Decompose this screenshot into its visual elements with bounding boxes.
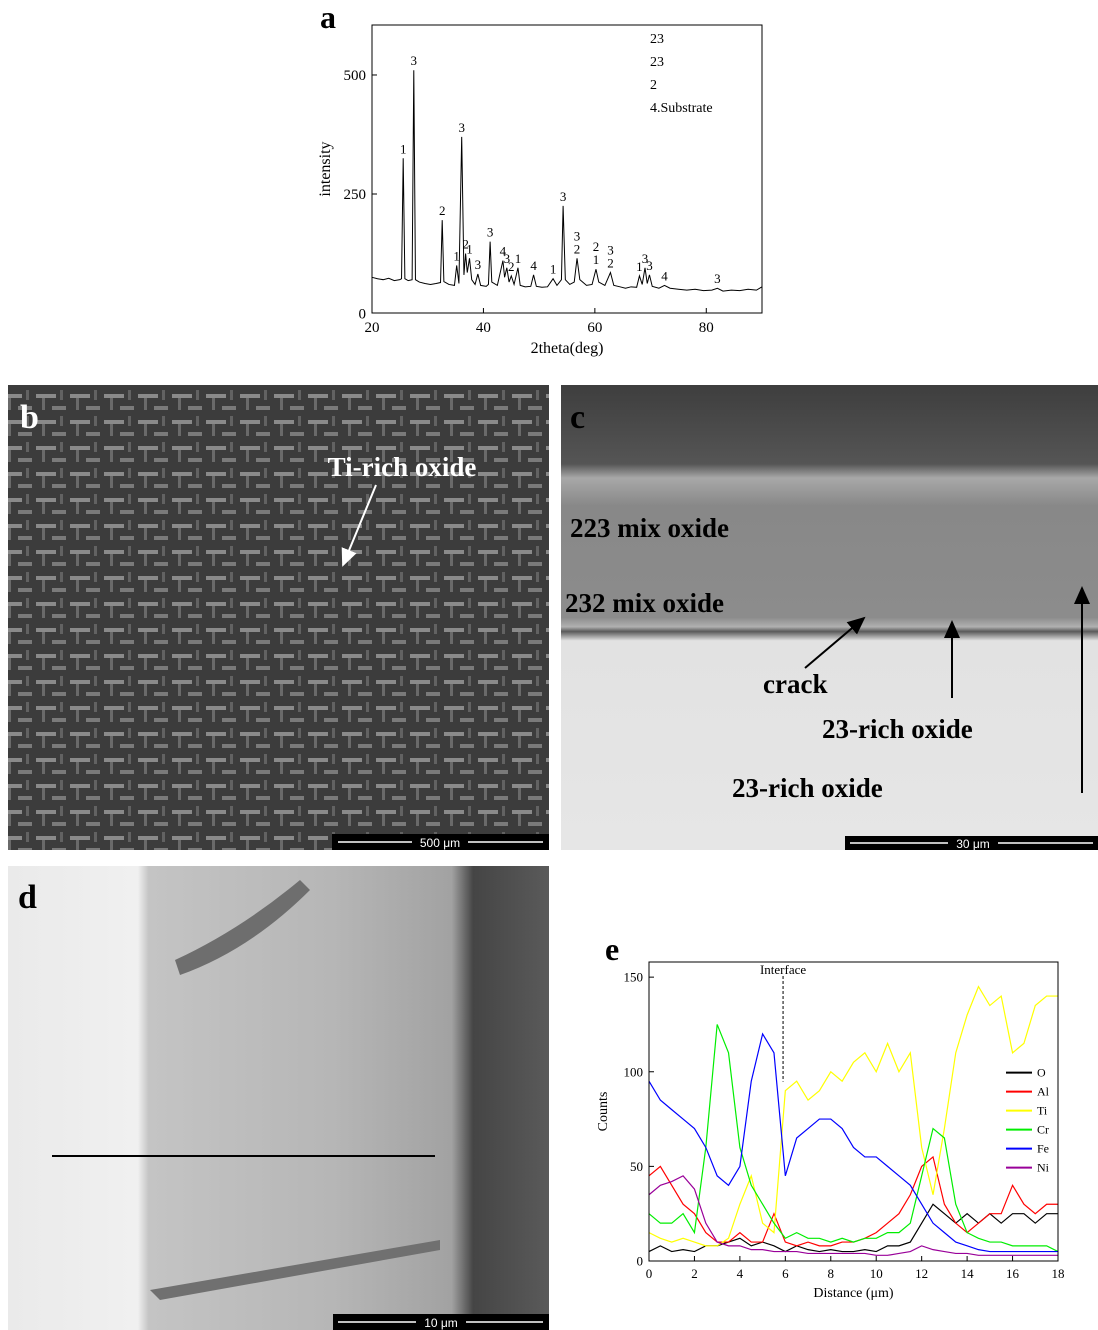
- annotation: crack: [763, 669, 827, 699]
- peak-label: 4: [500, 244, 507, 259]
- y-axis-label: Counts: [596, 1092, 611, 1132]
- scale-bg: [416, 1315, 466, 1329]
- peak-label: 2: [462, 236, 469, 251]
- peak-label: 4: [661, 268, 668, 283]
- y-tick-label: 0: [637, 1254, 644, 1269]
- data-line: [648, 985, 1058, 1247]
- arrow: [804, 616, 866, 669]
- legend-label: Ti: [1037, 1104, 1048, 1118]
- plot-frame: [648, 961, 1059, 1262]
- legend-label: Al: [1037, 1085, 1050, 1099]
- x-tick-label: 18: [1052, 1266, 1065, 1281]
- peak-label: 1: [593, 252, 600, 267]
- scale-bg: [412, 835, 468, 849]
- y-axis-label: intensity: [317, 141, 334, 196]
- panel-label: a: [320, 0, 336, 35]
- peak-label: 1: [550, 262, 557, 277]
- peak-label: 1: [515, 251, 522, 266]
- arrow: [341, 484, 377, 567]
- annotation: 23-rich oxide: [822, 714, 973, 744]
- x-tick-label: 40: [476, 320, 491, 336]
- y-tick-label: 250: [344, 187, 367, 203]
- sem-image-b: [8, 385, 549, 850]
- x-tick-label: 2: [691, 1266, 698, 1281]
- x-tick-label: 4: [737, 1266, 744, 1281]
- key-entry: 23: [650, 32, 664, 47]
- y-tick-label: 0: [359, 306, 367, 322]
- scale-text: 10 μm: [424, 1316, 458, 1330]
- data-line: [648, 1203, 1058, 1253]
- peak-label: 1: [453, 248, 460, 263]
- peak-label: 2: [508, 259, 515, 274]
- peak-label: 2: [574, 241, 581, 256]
- peak-label: 3: [487, 225, 494, 240]
- data-line: [648, 1024, 1059, 1253]
- peak-label: 3: [607, 243, 614, 258]
- peak-label: 2: [439, 203, 446, 218]
- scale-text: 500 μm: [420, 836, 460, 850]
- peak-label: 1: [466, 241, 473, 256]
- x-tick-label: 16: [1006, 1266, 1020, 1281]
- x-tick-label: 20: [365, 320, 380, 336]
- plot-frame: [371, 24, 763, 314]
- peak-label: 3: [646, 258, 653, 273]
- panel-label: c: [570, 399, 585, 436]
- peak-label: 3: [475, 257, 482, 272]
- annotation: 223 mix oxide: [570, 513, 729, 543]
- annotation: Ti-rich oxide: [328, 452, 477, 482]
- data-line: [371, 70, 763, 292]
- panel-label: b: [20, 399, 39, 436]
- x-tick-label: 10: [870, 1266, 883, 1281]
- y-tick-label: 50: [630, 1159, 643, 1174]
- annotation: Interface: [760, 962, 806, 977]
- peak-label: 3: [574, 228, 581, 243]
- peak-label: 3: [504, 251, 511, 266]
- sem-image-d: [8, 866, 549, 1330]
- peak-label: 2: [593, 239, 600, 254]
- x-tick-label: 60: [587, 320, 602, 336]
- peak-label: 1: [636, 259, 643, 274]
- x-tick-label: 14: [961, 1266, 975, 1281]
- peak-label: 3: [411, 53, 418, 68]
- annotation: 23-rich oxide: [732, 773, 883, 803]
- scale-text: 30 μm: [956, 837, 990, 851]
- data-line: [648, 1155, 1058, 1247]
- annotation: 232 mix oxide: [565, 588, 724, 618]
- x-tick-label: 8: [828, 1266, 835, 1281]
- x-axis-label: 2theta(deg): [531, 340, 604, 357]
- peak-label: 3: [560, 189, 567, 204]
- peak-label: 1: [400, 141, 407, 156]
- y-tick-label: 500: [344, 68, 367, 84]
- peak-label: 3: [458, 120, 465, 135]
- legend-label: O: [1037, 1066, 1046, 1080]
- key-entry: 23: [650, 55, 664, 70]
- peak-label: 3: [642, 251, 649, 266]
- panel-label: e: [605, 931, 619, 967]
- legend-label: Ni: [1037, 1161, 1050, 1175]
- sem-image-c: [561, 385, 1098, 850]
- key-entry: 2: [650, 78, 657, 93]
- crack-shape: [150, 1240, 440, 1300]
- data-line: [648, 1032, 1058, 1253]
- data-line: [648, 1175, 1058, 1256]
- oxide-shape: [175, 880, 310, 975]
- x-tick-label: 80: [699, 320, 714, 336]
- peak-label: 3: [714, 271, 721, 286]
- x-tick-label: 6: [782, 1266, 789, 1281]
- peak-label: 4: [530, 258, 537, 273]
- y-tick-label: 100: [624, 1064, 644, 1079]
- peak-label: 2: [607, 256, 614, 271]
- x-tick-label: 12: [915, 1266, 928, 1281]
- key-entry: 4.Substrate: [650, 101, 713, 116]
- scale-bg: [948, 837, 998, 849]
- y-tick-label: 150: [624, 970, 644, 985]
- legend-label: Fe: [1037, 1142, 1049, 1156]
- x-axis-label: Distance (μm): [813, 1286, 894, 1301]
- legend-label: Cr: [1037, 1123, 1049, 1137]
- x-tick-label: 0: [646, 1266, 653, 1281]
- panel-label: d: [18, 879, 37, 916]
